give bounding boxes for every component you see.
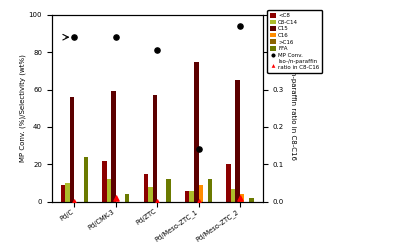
Point — [113, 35, 119, 39]
Bar — [231, 189, 235, 202]
Bar — [107, 179, 111, 202]
Bar — [194, 62, 199, 202]
Y-axis label: MP Conv. (%)/Selectivity (wt%): MP Conv. (%)/Selectivity (wt%) — [19, 54, 26, 162]
Bar — [249, 198, 254, 202]
Point — [154, 48, 160, 52]
Point — [113, 196, 119, 200]
Point — [237, 24, 243, 28]
Point — [195, 200, 202, 204]
Bar — [189, 190, 194, 202]
Bar — [235, 80, 240, 202]
Bar — [153, 95, 157, 202]
Point — [71, 200, 78, 204]
Point — [71, 35, 78, 39]
Bar — [61, 185, 65, 202]
Bar — [102, 161, 107, 202]
Bar — [148, 187, 153, 202]
Bar — [125, 194, 129, 202]
Bar — [185, 190, 189, 202]
Point — [237, 196, 243, 200]
Bar — [240, 194, 244, 202]
Point — [195, 147, 202, 151]
Bar — [84, 157, 88, 202]
Bar — [208, 179, 212, 202]
Y-axis label: Iso-/n-paraffin ratio in C8-C16: Iso-/n-paraffin ratio in C8-C16 — [290, 56, 296, 160]
Bar — [226, 164, 231, 202]
Bar — [144, 174, 148, 202]
Bar — [199, 185, 203, 202]
Point — [154, 200, 160, 204]
Legend: <C8, C8-C14, C15, C16, >C16, FFA, MP Conv., Iso-/n-paraffin
ratio in C8-C16: <C8, C8-C14, C15, C16, >C16, FFA, MP Con… — [267, 10, 322, 73]
Bar — [111, 92, 116, 202]
Bar — [70, 97, 74, 202]
Bar — [166, 179, 171, 202]
Bar — [65, 183, 70, 202]
